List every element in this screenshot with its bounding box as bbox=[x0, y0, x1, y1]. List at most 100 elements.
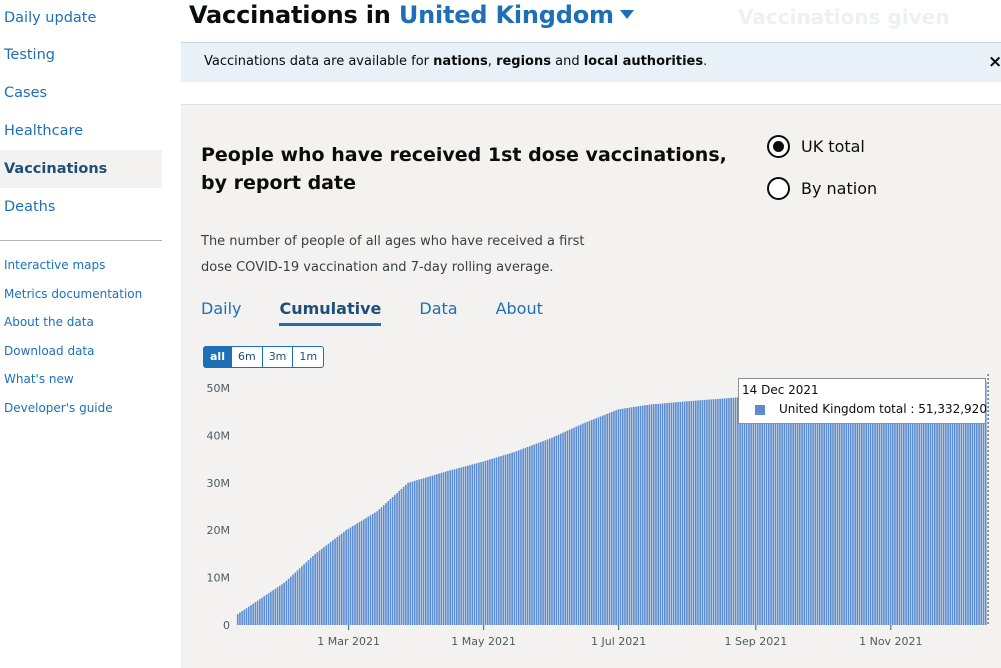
chart-bar bbox=[281, 584, 283, 625]
chart-bar bbox=[976, 382, 978, 625]
chart-bar bbox=[958, 383, 960, 625]
chart-bar bbox=[885, 387, 887, 625]
sidebar-item-vaccinations[interactable]: Vaccinations bbox=[0, 150, 162, 188]
tab-data[interactable]: Data bbox=[419, 299, 458, 318]
chart-bar bbox=[602, 415, 604, 625]
chart-bar bbox=[418, 479, 420, 625]
sidebar-link-metrics-documentation[interactable]: Metrics documentation bbox=[4, 286, 143, 301]
sidebar-item-daily-update[interactable]: Daily update bbox=[4, 10, 97, 26]
chart-bar bbox=[916, 385, 918, 625]
chart-bar bbox=[743, 396, 746, 625]
chart-bar bbox=[637, 406, 640, 625]
chart-bar bbox=[739, 397, 741, 625]
radio-uk-total[interactable]: UK total bbox=[767, 133, 865, 159]
chart-bar bbox=[586, 421, 589, 625]
chart-bar bbox=[666, 403, 668, 625]
sidebar-link-whats-new[interactable]: What's new bbox=[4, 372, 74, 386]
tooltip-date: 14 Dec 2021 bbox=[742, 383, 819, 397]
radio-by-nation[interactable]: By nation bbox=[767, 175, 877, 201]
chart-bar bbox=[900, 386, 903, 625]
chart-bar bbox=[741, 397, 744, 625]
chart-bar bbox=[878, 388, 881, 625]
chart-bar bbox=[493, 458, 496, 625]
chart-bar bbox=[582, 423, 584, 625]
chart-bar bbox=[495, 457, 498, 625]
chart-bar bbox=[303, 564, 305, 625]
sidebar-item-deaths[interactable]: Deaths bbox=[4, 199, 56, 215]
chart-bar bbox=[325, 545, 328, 625]
sidebar-item-testing[interactable]: Testing bbox=[4, 47, 55, 63]
chart-bar bbox=[650, 404, 653, 625]
chart-bar bbox=[276, 587, 279, 625]
sidebar-item-cases[interactable]: Cases bbox=[4, 85, 48, 101]
sidebar-link-about-the-data[interactable]: About the data bbox=[4, 315, 94, 329]
chart-bar bbox=[252, 603, 254, 625]
chart-bar bbox=[577, 425, 580, 625]
y-tick-label: 20M bbox=[207, 524, 231, 537]
chart-bar bbox=[296, 570, 299, 625]
chart-bar bbox=[491, 458, 493, 625]
chart-bar bbox=[431, 475, 434, 625]
chart-bar bbox=[382, 505, 385, 625]
chart-bar bbox=[624, 408, 626, 625]
tab-daily[interactable]: Daily bbox=[201, 299, 242, 318]
chart-bar bbox=[398, 490, 401, 625]
chart-bar bbox=[283, 582, 285, 625]
range-3m-button[interactable]: 3m bbox=[262, 346, 294, 368]
chart-bar bbox=[478, 462, 480, 625]
chart-bar bbox=[723, 398, 726, 625]
chart-bar bbox=[422, 478, 425, 625]
y-axis: 0 10M 20M 30M 40M 50M bbox=[207, 382, 231, 632]
chart-bar bbox=[621, 408, 624, 625]
close-icon[interactable]: × bbox=[988, 52, 1001, 72]
chart-bar bbox=[825, 391, 828, 625]
chart-bar bbox=[960, 383, 963, 625]
chart-bar bbox=[546, 439, 549, 625]
chart-bar bbox=[544, 440, 547, 625]
sidebar-link-interactive-maps[interactable]: Interactive maps bbox=[4, 258, 106, 272]
range-6m-button[interactable]: 6m bbox=[231, 346, 263, 368]
chart-bar bbox=[451, 469, 454, 625]
chart-bar bbox=[657, 403, 659, 625]
chart-bar bbox=[907, 386, 910, 625]
radio-unchecked-icon[interactable] bbox=[767, 176, 790, 200]
chart-bar bbox=[360, 520, 363, 625]
chart-bar bbox=[646, 404, 648, 625]
chart-bar bbox=[484, 460, 487, 625]
chart-bar bbox=[860, 389, 863, 625]
x-tick-label: 1 Sep 2021 bbox=[724, 635, 787, 648]
chart-bar bbox=[845, 390, 848, 625]
chart-bar bbox=[573, 427, 575, 625]
chart-bar bbox=[314, 553, 316, 625]
chart-bar bbox=[918, 385, 921, 625]
range-all-button[interactable]: all bbox=[203, 346, 232, 368]
chart-bar bbox=[460, 467, 463, 625]
radio-checked-icon[interactable] bbox=[767, 134, 790, 158]
chart-bar bbox=[896, 387, 898, 625]
time-range-selector: all 6m 3m 1m bbox=[203, 346, 325, 368]
tab-cumulative[interactable]: Cumulative bbox=[279, 299, 382, 326]
chart-bars bbox=[236, 381, 987, 626]
sidebar: Daily update Testing Cases Healthcare Va… bbox=[0, 0, 162, 668]
chart-bar bbox=[679, 401, 682, 625]
chart-bar bbox=[971, 382, 974, 625]
chart-bar bbox=[898, 386, 901, 625]
chart-bar bbox=[498, 456, 500, 625]
sidebar-link-developers-guide[interactable]: Developer's guide bbox=[4, 400, 113, 415]
chart-bar bbox=[869, 388, 872, 625]
tab-about[interactable]: About bbox=[495, 299, 543, 318]
chart-bar bbox=[617, 409, 620, 625]
chart-bar bbox=[814, 392, 817, 625]
cumulative-bar-chart[interactable]: 0 10M 20M 30M 40M 50M 1 Mar 2021 1 May 2021 1 J… bbox=[181, 374, 1001, 668]
chart-bar bbox=[690, 400, 693, 625]
range-1m-button[interactable]: 1m bbox=[293, 346, 325, 368]
area-selector[interactable]: United Kingdom bbox=[399, 1, 634, 29]
chart-bar bbox=[942, 384, 945, 625]
chart-bar bbox=[920, 385, 923, 625]
chart-bar bbox=[796, 393, 799, 625]
chart-bar bbox=[329, 542, 332, 625]
chart-bar bbox=[967, 382, 969, 625]
chart-bar bbox=[734, 397, 737, 625]
sidebar-link-download-data[interactable]: Download data bbox=[4, 343, 95, 358]
sidebar-item-healthcare[interactable]: Healthcare bbox=[4, 123, 84, 139]
